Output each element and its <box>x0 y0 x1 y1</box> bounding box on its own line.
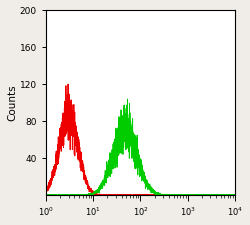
Y-axis label: Counts: Counts <box>7 85 17 121</box>
